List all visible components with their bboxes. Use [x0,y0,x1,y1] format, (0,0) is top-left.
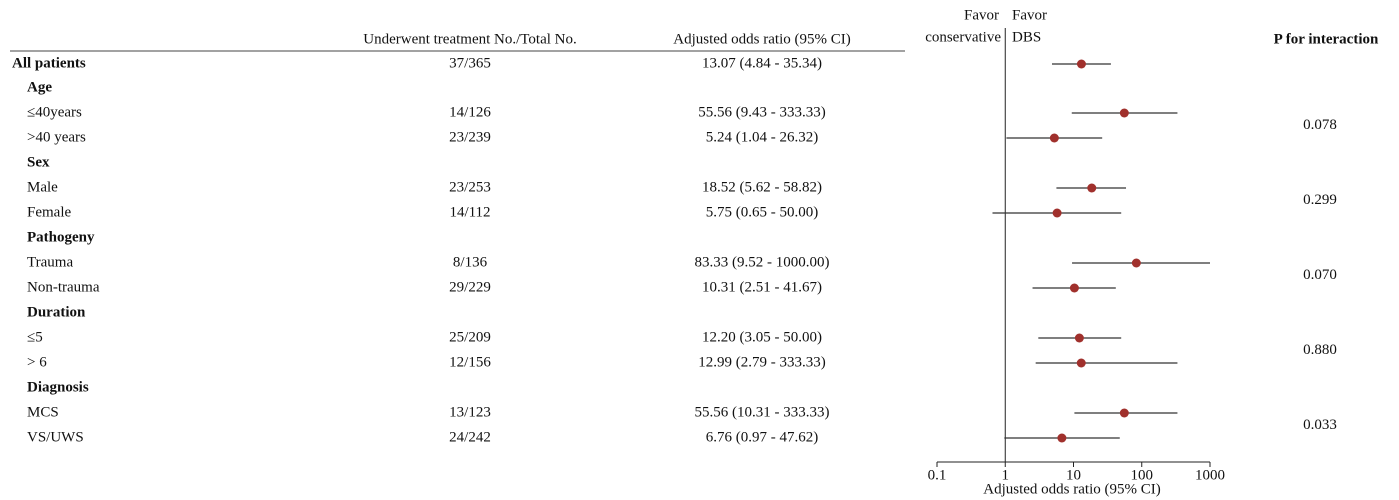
favor-label: Favor [964,7,999,23]
point-estimate [1119,108,1129,118]
count: 13/123 [449,404,491,420]
point-estimate [1069,283,1079,293]
count: 29/229 [449,279,491,295]
odds-ratio-label: 6.76 (0.97 - 47.62) [706,429,819,445]
row-label: VS/UWS [27,429,84,445]
x-tick-label: 1000 [1195,467,1225,483]
count: 14/126 [449,104,491,120]
p-header: P for interaction [1274,31,1379,47]
odds-ratio-label: 5.75 (0.65 - 50.00) [706,204,819,220]
p-value: 0.070 [1303,267,1337,283]
column-header: Underwent treatment No./Total No. [363,31,576,47]
odds-ratio-label: 83.33 (9.52 - 1000.00) [695,254,830,270]
group-label: Pathogeny [27,229,95,245]
odds-ratio-label: 55.56 (9.43 - 333.33) [698,104,826,120]
count: 24/242 [449,429,491,445]
count: 37/365 [449,55,491,71]
count: 23/253 [449,179,491,195]
point-estimate [1049,133,1059,143]
row-label: Female [27,204,71,220]
point-estimate [1087,183,1097,193]
favor-label: DBS [1012,29,1041,45]
count: 8/136 [453,254,488,270]
row-label: ≤5 [27,329,43,345]
favor-label: Favor [1012,7,1047,23]
count: 14/112 [449,204,490,220]
x-tick-label: 0.1 [928,467,947,483]
odds-ratio-label: 12.99 (2.79 - 333.33) [698,354,826,370]
x-tick-label: 10 [1066,467,1081,483]
point-estimate [1076,59,1086,69]
point-estimate [1076,358,1086,368]
x-axis-label: Adjusted odds ratio (95% CI) [983,481,1160,497]
row-label: All patients [12,55,86,71]
point-estimate [1119,408,1129,418]
p-value: 0.880 [1303,342,1337,358]
x-tick-label: 1 [1002,467,1010,483]
row-label: MCS [27,404,59,420]
p-value: 0.078 [1303,117,1337,133]
point-estimate [1057,433,1067,443]
point-estimate [1052,208,1062,218]
group-label: Sex [27,154,50,170]
group-label: Diagnosis [27,379,89,395]
point-estimate [1074,333,1084,343]
group-label: Age [27,79,52,95]
odds-ratio-label: 13.07 (4.84 - 35.34) [702,55,822,71]
row-label: ≤40years [27,104,82,120]
column-header: Adjusted odds ratio (95% CI) [673,31,850,47]
group-label: Duration [27,304,86,320]
p-value: 0.299 [1303,192,1337,208]
count: 23/239 [449,129,491,145]
favor-label: conservative [925,29,1001,45]
odds-ratio-label: 10.31 (2.51 - 41.67) [702,279,822,295]
odds-ratio-label: 5.24 (1.04 - 26.32) [706,129,819,145]
row-label: > 6 [27,354,47,370]
point-estimate [1131,258,1141,268]
row-label: >40 years [27,129,86,145]
row-label: Male [27,179,58,195]
count: 12/156 [449,354,491,370]
odds-ratio-label: 12.20 (3.05 - 50.00) [702,329,822,345]
odds-ratio-label: 18.52 (5.62 - 58.82) [702,179,822,195]
x-tick-label: 100 [1131,467,1154,483]
odds-ratio-label: 55.56 (10.31 - 333.33) [695,404,830,420]
p-value: 0.033 [1303,417,1337,433]
row-label: Trauma [27,254,73,270]
row-label: Non-trauma [27,279,100,295]
count: 25/209 [449,329,491,345]
